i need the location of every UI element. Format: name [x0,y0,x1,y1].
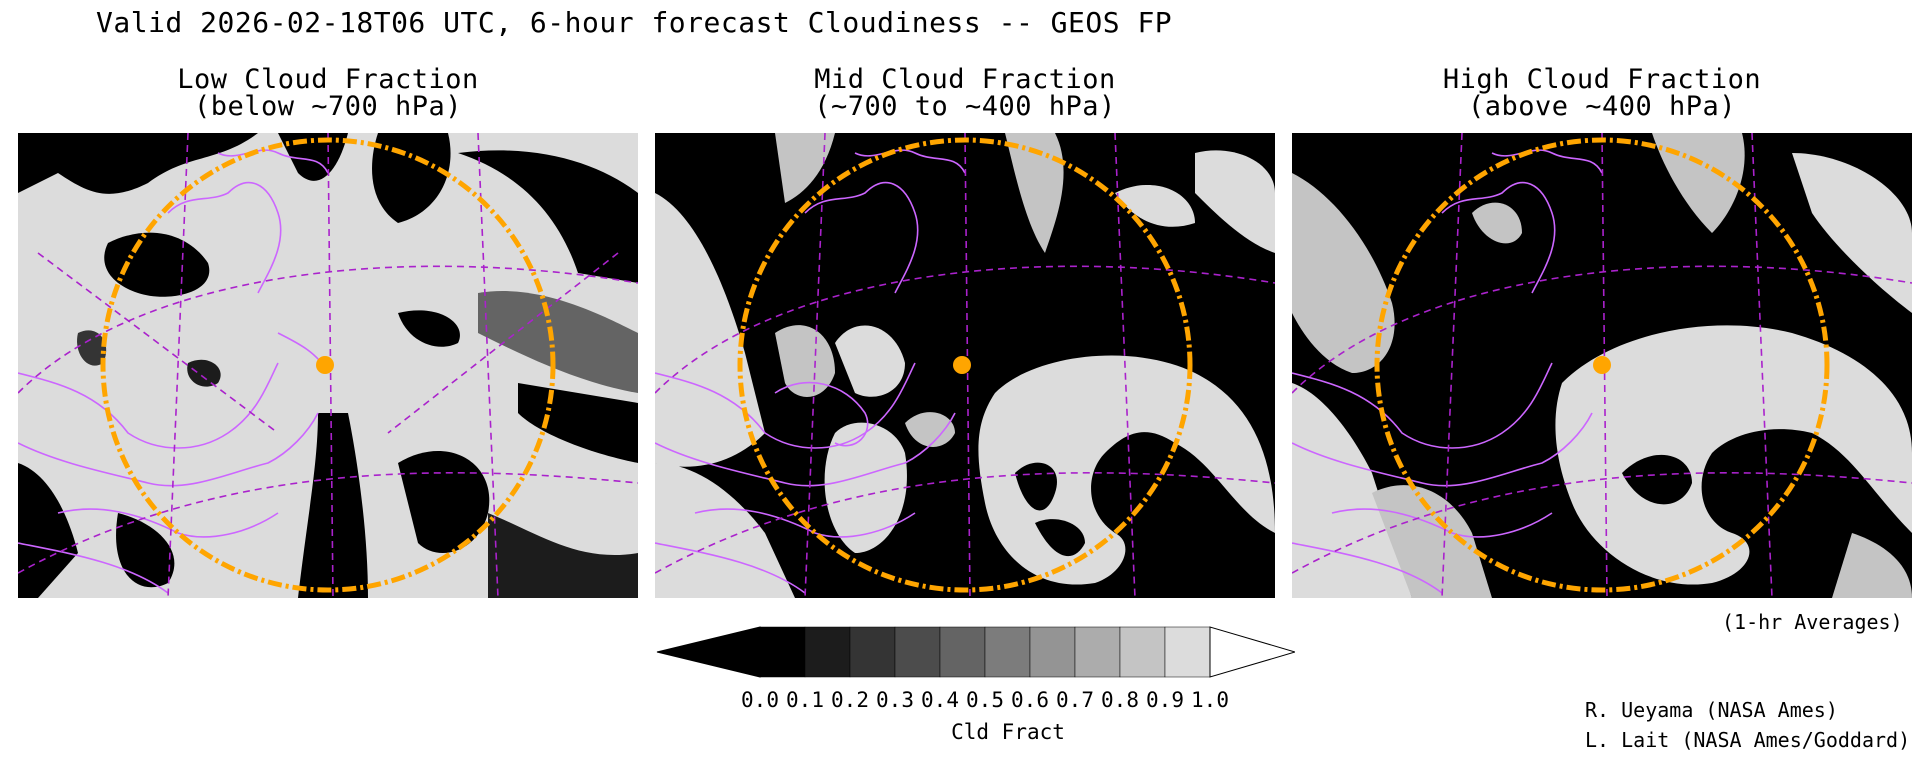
credit-ueyama: R. Ueyama (NASA Ames) [1585,698,1838,722]
colorbar-tick-label: 0.0 [741,688,779,712]
location-marker [953,356,971,374]
averages-note: (1-hr Averages) [1722,610,1903,634]
colorbar [656,626,1295,678]
colorbar-tick-label: 0.3 [876,688,914,712]
colorbar-under-triangle [656,626,761,678]
map-panel-low [18,133,638,598]
colorbar-box [939,626,986,678]
colorbar-box [984,626,1031,678]
colorbar-tick-label: 0.4 [921,688,959,712]
colorbar-box [849,626,896,678]
panel-title-high: High Cloud Fraction (above ~400 hPa) [1292,66,1912,120]
colorbar-box [894,626,941,678]
panel-title-line1: High Cloud Fraction [1442,64,1762,95]
colorbar-tick-label: 0.6 [1011,688,1049,712]
colorbar-tick-label: 0.2 [831,688,869,712]
panel-title-mid: Mid Cloud Fraction (~700 to ~400 hPa) [655,66,1275,120]
map-panel-high [1292,133,1912,598]
colorbar-tick-label: 0.9 [1146,688,1184,712]
panel-title-line2: (above ~400 hPa) [1467,91,1737,122]
panel-title-line1: Mid Cloud Fraction [814,64,1116,95]
colorbar-tick-label: 1.0 [1191,688,1229,712]
location-marker [316,356,334,374]
colorbar-box [1029,626,1076,678]
colorbar-box [804,626,851,678]
panel-title-line1: Low Cloud Fraction [177,64,479,95]
colorbar-tick-label: 0.8 [1101,688,1139,712]
panel-title-low: Low Cloud Fraction (below ~700 hPa) [18,66,638,120]
credit-lait: L. Lait (NASA Ames/Goddard) [1585,728,1911,752]
colorbar-over-triangle [1209,626,1295,678]
panel-title-line2: (below ~700 hPa) [193,91,463,122]
colorbar-tick-label: 0.5 [966,688,1004,712]
colorbar-box [759,626,806,678]
page-title: Valid 2026-02-18T06 UTC, 6-hour forecast… [96,6,1173,39]
location-marker [1593,356,1611,374]
colorbar-tick-label: 0.7 [1056,688,1094,712]
colorbar-label: Cld Fract [951,720,1065,744]
colorbar-tick-label: 0.1 [786,688,824,712]
map-panel-mid [655,133,1275,598]
colorbar-box [1164,626,1211,678]
colorbar-box [1074,626,1121,678]
colorbar-box [1119,626,1166,678]
panel-title-line2: (~700 to ~400 hPa) [814,91,1116,122]
